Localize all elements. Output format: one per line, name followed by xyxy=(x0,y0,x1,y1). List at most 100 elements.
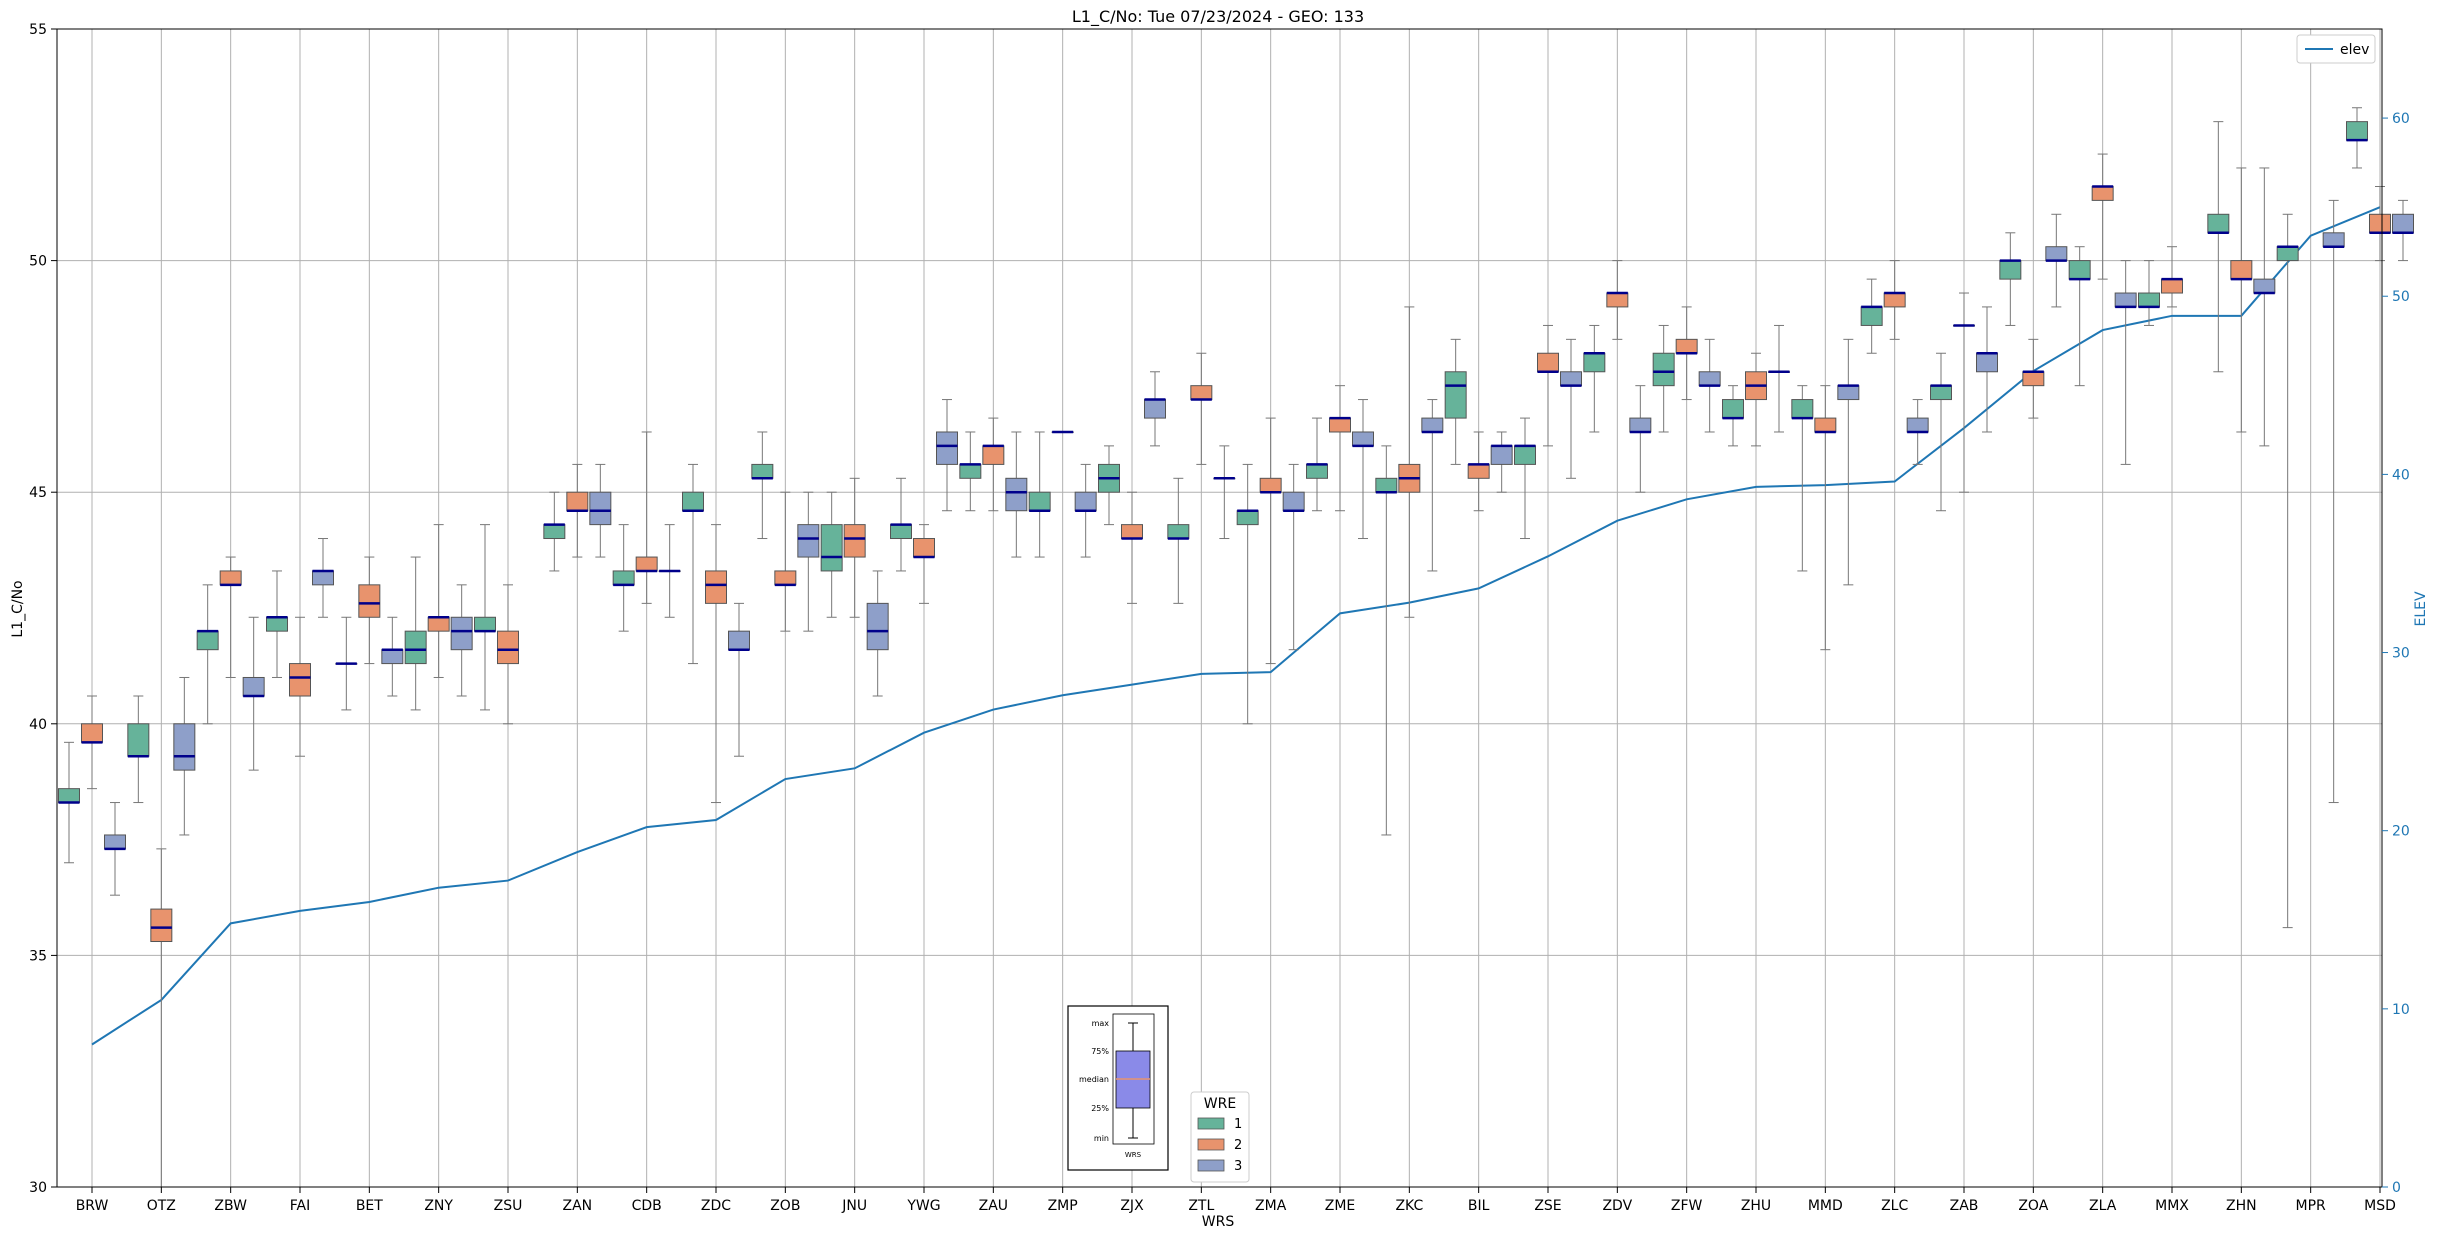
box-fai-wre2 xyxy=(289,616,311,757)
box-fai-wre1 xyxy=(266,570,288,678)
y-axis-label: L1_C/No xyxy=(10,580,26,637)
box-ywg-wre3 xyxy=(936,399,958,512)
elev-legend-frame xyxy=(2296,34,2376,64)
box-zny-wre2 xyxy=(427,524,450,678)
key-xlabel: WRS xyxy=(1125,1151,1142,1159)
box-zla-wre3 xyxy=(2114,260,2137,465)
box-zjx-wre2 xyxy=(1121,491,1143,604)
box-mpr-wre3 xyxy=(2322,199,2345,804)
y-tick-label: 55 xyxy=(29,22,47,38)
box-zlc-wre2 xyxy=(1883,260,1906,340)
box-ztl-wre2 xyxy=(1190,352,1213,465)
iqr-box xyxy=(1906,417,1929,433)
iqr-box xyxy=(797,524,820,558)
y2-tick-label: 0 xyxy=(2392,1180,2401,1196)
iqr-box xyxy=(2068,260,2091,280)
box-brw-wre3 xyxy=(104,802,126,896)
x-tick-label: ZDV xyxy=(1602,1198,1632,1214)
x-tick-label: ZOA xyxy=(2018,1198,2048,1214)
iqr-box xyxy=(2207,213,2230,234)
iqr-box xyxy=(2253,278,2276,294)
iqr-box xyxy=(1190,385,1213,401)
box-cdb-wre1 xyxy=(612,524,635,632)
x-tick-label: ZHN xyxy=(2226,1198,2257,1214)
iqr-box xyxy=(1860,306,1883,326)
plot-frame xyxy=(56,28,2383,1188)
box-zdc-wre3 xyxy=(728,602,750,757)
x-tick-label: ZAU xyxy=(979,1198,1008,1214)
iqr-box xyxy=(2045,246,2068,262)
box-zse-wre2 xyxy=(1537,324,1559,447)
x-tick-label: ZBW xyxy=(214,1198,247,1214)
box-zfw-wre1 xyxy=(1652,324,1675,433)
box-bet-wre2 xyxy=(358,556,381,665)
box-zbw-wre1 xyxy=(196,584,219,725)
iqr-box xyxy=(1629,417,1652,433)
iqr-box xyxy=(543,524,566,540)
iqr-box xyxy=(242,676,265,697)
x-tick-label: OTZ xyxy=(147,1198,176,1214)
iqr-box xyxy=(2392,213,2414,234)
box-zmp-wre2 xyxy=(1051,430,1074,434)
wre-legend: WRE 1 2 3 xyxy=(1190,1091,1250,1183)
box-msd-wre1 xyxy=(2346,107,2368,169)
box-bil-wre2 xyxy=(1467,431,1490,512)
box-zme-wre2 xyxy=(1329,385,1351,512)
wre-legend-label: 3 xyxy=(1234,1159,1242,1174)
box-otz-wre3 xyxy=(173,676,196,836)
box-zdc-wre2 xyxy=(705,524,727,804)
box-msd-wre3 xyxy=(2392,199,2414,262)
box-zbw-wre2 xyxy=(219,556,242,678)
iqr-box xyxy=(2114,292,2137,308)
iqr-box xyxy=(1698,371,1721,387)
box-zan-wre2 xyxy=(566,463,589,558)
x-tick-label: ZAN xyxy=(563,1198,593,1214)
iqr-box xyxy=(2369,213,2391,234)
x-tick-label: ZHU xyxy=(1741,1198,1771,1214)
iqr-box xyxy=(1005,477,1028,512)
key-label: 75% xyxy=(1091,1047,1109,1056)
iqr-box xyxy=(1121,524,1143,540)
iqr-box xyxy=(312,570,334,586)
y-tick-label: 40 xyxy=(29,717,47,733)
x-tick-label: BET xyxy=(356,1198,383,1214)
box-zmp-wre1 xyxy=(1028,431,1051,558)
box-zau-wre1 xyxy=(959,431,982,512)
iqr-box xyxy=(150,908,173,943)
iqr-box xyxy=(497,630,519,665)
y2-axis-label: ELEV xyxy=(2413,591,2429,626)
box-zab-wre1 xyxy=(1930,352,1952,512)
box-brw-wre1 xyxy=(58,741,80,864)
iqr-box xyxy=(1074,491,1097,512)
chart-title: L1_C/No: Tue 07/23/2024 - GEO: 133 xyxy=(1072,7,1364,27)
iqr-box xyxy=(404,630,427,665)
box-zab-wre2 xyxy=(1953,292,1975,493)
iqr-box xyxy=(2322,232,2345,248)
iqr-box xyxy=(1606,292,1629,308)
iqr-box xyxy=(959,463,982,479)
iqr-box xyxy=(1652,352,1675,387)
iqr-box xyxy=(1467,463,1490,479)
box-zob-wre3 xyxy=(797,491,820,632)
box-mmd-wre1 xyxy=(1791,385,1814,572)
iqr-box xyxy=(820,524,843,572)
box-cdb-wre3 xyxy=(658,524,681,618)
box-zau-wre3 xyxy=(1005,431,1028,558)
iqr-box xyxy=(1421,417,1444,433)
x-tick-label: CDB xyxy=(632,1198,662,1214)
iqr-box xyxy=(1329,417,1351,433)
box-zfw-wre3 xyxy=(1698,338,1721,433)
x-tick-label: ZLA xyxy=(2089,1198,2117,1214)
wre-legend-frame xyxy=(1190,1091,1250,1183)
x-tick-label: ZDC xyxy=(701,1198,731,1214)
y-tick-label: 35 xyxy=(29,948,47,964)
iqr-box xyxy=(751,463,774,479)
box-zkc-wre1 xyxy=(1375,445,1398,836)
x-tick-label: ZKC xyxy=(1395,1198,1423,1214)
x-tick-label: ZAB xyxy=(1950,1198,1979,1214)
box-bil-wre1 xyxy=(1444,338,1467,465)
x-tick-label: BIL xyxy=(1468,1198,1490,1214)
box-zny-wre3 xyxy=(450,584,473,697)
iqr-box xyxy=(2230,260,2253,280)
